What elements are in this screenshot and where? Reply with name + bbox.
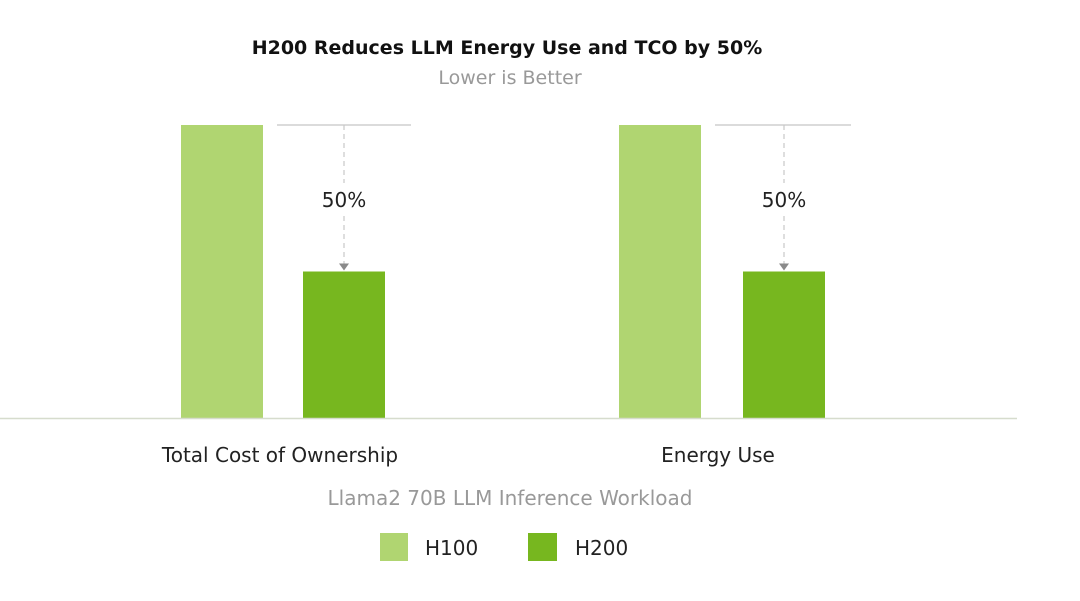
- bar-h100: [619, 125, 701, 418]
- bar-h100: [181, 125, 263, 418]
- category-label: Energy Use: [661, 443, 775, 467]
- annotation-label: 50%: [322, 188, 366, 212]
- arrow-head-icon: [779, 263, 789, 271]
- arrow-head-icon: [339, 263, 349, 271]
- annotation-label: 50%: [762, 188, 806, 212]
- legend-swatch-h100: [380, 533, 408, 561]
- legend-label: H100: [425, 536, 478, 560]
- category-label: Total Cost of Ownership: [161, 443, 398, 467]
- legend-label: H200: [575, 536, 628, 560]
- legend: H100 H200: [380, 533, 628, 561]
- legend-swatch-h200: [528, 533, 557, 561]
- chart-subtitle: Lower is Better: [438, 67, 581, 89]
- bar-h200: [743, 271, 825, 418]
- bar-h200: [303, 271, 385, 418]
- bars-group: [181, 124, 851, 418]
- chart-title: H200 Reduces LLM Energy Use and TCO by 5…: [252, 37, 763, 59]
- x-axis-title: Llama2 70B LLM Inference Workload: [328, 486, 693, 510]
